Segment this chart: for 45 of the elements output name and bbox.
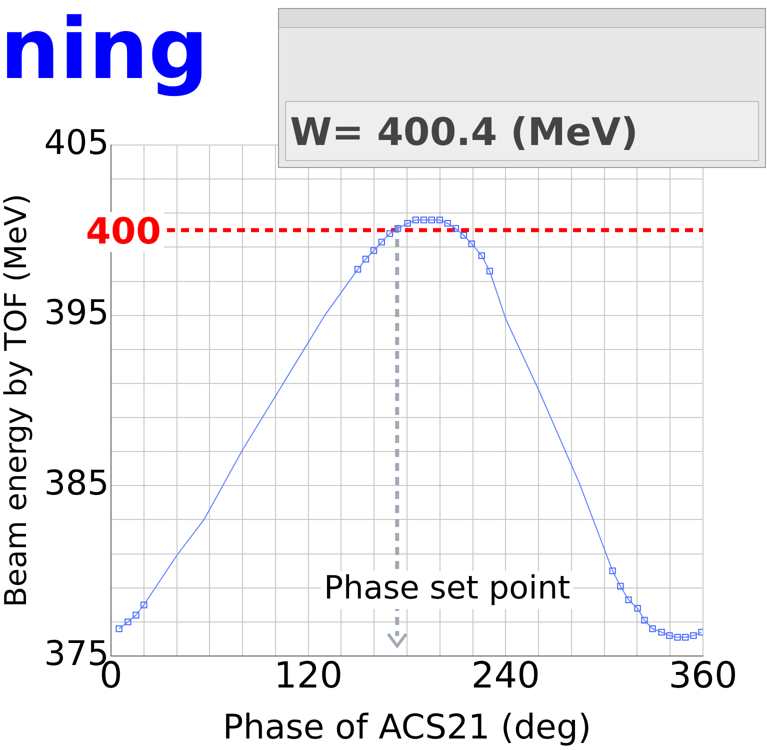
point: [404, 220, 411, 227]
point: [486, 268, 494, 274]
point: [625, 596, 632, 604]
point: [444, 220, 451, 227]
x-tick-label: 240: [471, 655, 540, 696]
chart-title: ning: [0, 0, 209, 98]
point: [617, 582, 624, 590]
point: [354, 266, 362, 273]
point: [116, 625, 122, 632]
ref-line-label: 400: [86, 212, 161, 253]
point: [634, 604, 641, 612]
point: [641, 616, 648, 624]
point: [478, 252, 485, 260]
point: [412, 216, 420, 224]
point: [436, 216, 444, 224]
point: [362, 256, 370, 262]
point: [690, 632, 697, 639]
x-axis-title: Phase of ACS21 (deg): [222, 707, 592, 748]
x-tick-label: 360: [668, 655, 738, 696]
point: [452, 225, 460, 232]
y-tick-label: 405: [44, 122, 109, 163]
point: [394, 225, 402, 232]
point: [468, 240, 475, 248]
point: [124, 618, 132, 626]
point: [370, 247, 378, 254]
x-tick-label: 120: [274, 655, 343, 696]
point: [140, 602, 148, 608]
point: [378, 238, 386, 246]
point: [386, 230, 394, 237]
point: [609, 568, 616, 574]
annotation: W= 400.4 (MeV): [285, 101, 759, 161]
software-window: W= 400.4 (MeV): [278, 8, 766, 168]
point: [132, 612, 140, 618]
point: [649, 625, 656, 632]
point: [682, 634, 689, 641]
y-axis-title: Beam energy by TOF (MeV): [0, 194, 34, 608]
point: [674, 634, 681, 641]
y-tick-label: 385: [44, 463, 109, 504]
point: [658, 628, 665, 636]
point: [666, 632, 673, 639]
point: [428, 216, 435, 224]
ref-line-label: Phase set point: [324, 568, 570, 606]
point: [420, 216, 428, 224]
y-tick-label: 395: [44, 293, 109, 334]
point: [460, 232, 468, 239]
